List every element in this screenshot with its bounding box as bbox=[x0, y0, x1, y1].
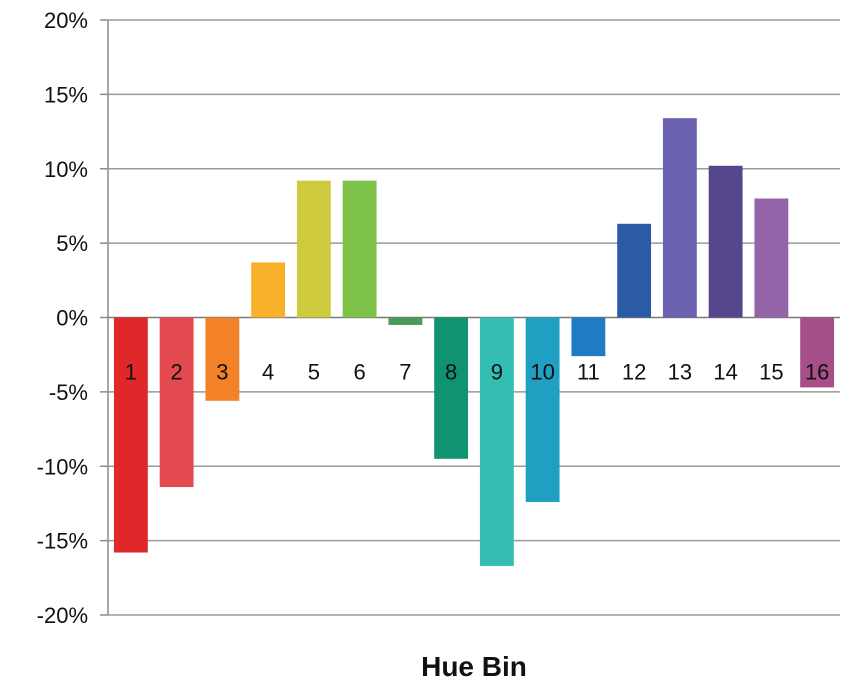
y-tick-label: 0% bbox=[56, 306, 88, 331]
category-label-7: 7 bbox=[399, 360, 411, 385]
bar-10 bbox=[525, 317, 560, 502]
category-label-5: 5 bbox=[308, 360, 320, 385]
bar-12 bbox=[617, 223, 652, 318]
category-labels: 1 2 3 4 5 6 7 8 9 10 11 12 13 14 15 16 bbox=[125, 360, 830, 385]
bar-3 bbox=[205, 317, 240, 401]
category-label-4: 4 bbox=[262, 360, 274, 385]
bar-13 bbox=[662, 118, 697, 318]
category-label-10: 10 bbox=[530, 360, 554, 385]
bar-15 bbox=[754, 198, 789, 318]
bar-2 bbox=[159, 317, 194, 488]
y-axis-ticks: 20% 15% 10% 5% 0% -5% -10% -15% -20% bbox=[37, 8, 88, 628]
bar-16 bbox=[800, 317, 835, 388]
category-label-1: 1 bbox=[125, 360, 137, 385]
category-label-12: 12 bbox=[622, 360, 646, 385]
category-label-2: 2 bbox=[171, 360, 183, 385]
bar-5 bbox=[296, 180, 331, 318]
y-tick-label: -20% bbox=[37, 603, 88, 628]
bars bbox=[113, 118, 835, 566]
y-tick-label: -15% bbox=[37, 529, 88, 554]
y-tick-label: 20% bbox=[44, 8, 88, 33]
bar-6 bbox=[342, 180, 377, 318]
bar-9 bbox=[479, 317, 514, 566]
bar-8 bbox=[434, 317, 469, 459]
category-label-11: 11 bbox=[577, 360, 600, 385]
category-label-8: 8 bbox=[445, 360, 457, 385]
bar-4 bbox=[251, 262, 286, 318]
category-label-13: 13 bbox=[668, 360, 692, 385]
category-label-14: 14 bbox=[713, 360, 737, 385]
category-label-16: 16 bbox=[805, 360, 829, 385]
y-tick-label: 5% bbox=[56, 231, 88, 256]
bar-7 bbox=[388, 317, 423, 325]
category-label-15: 15 bbox=[759, 360, 783, 385]
y-tick-label: 10% bbox=[44, 157, 88, 182]
y-tick-label: -5% bbox=[49, 380, 88, 405]
bar-11 bbox=[571, 317, 606, 357]
bar-14 bbox=[708, 165, 743, 318]
x-axis-title: Hue Bin bbox=[421, 651, 527, 682]
y-tick-label: -10% bbox=[37, 454, 88, 479]
category-label-3: 3 bbox=[216, 360, 228, 385]
category-label-9: 9 bbox=[491, 360, 503, 385]
category-label-6: 6 bbox=[354, 360, 366, 385]
bar-1 bbox=[113, 317, 148, 553]
y-tick-label: 15% bbox=[44, 82, 88, 107]
